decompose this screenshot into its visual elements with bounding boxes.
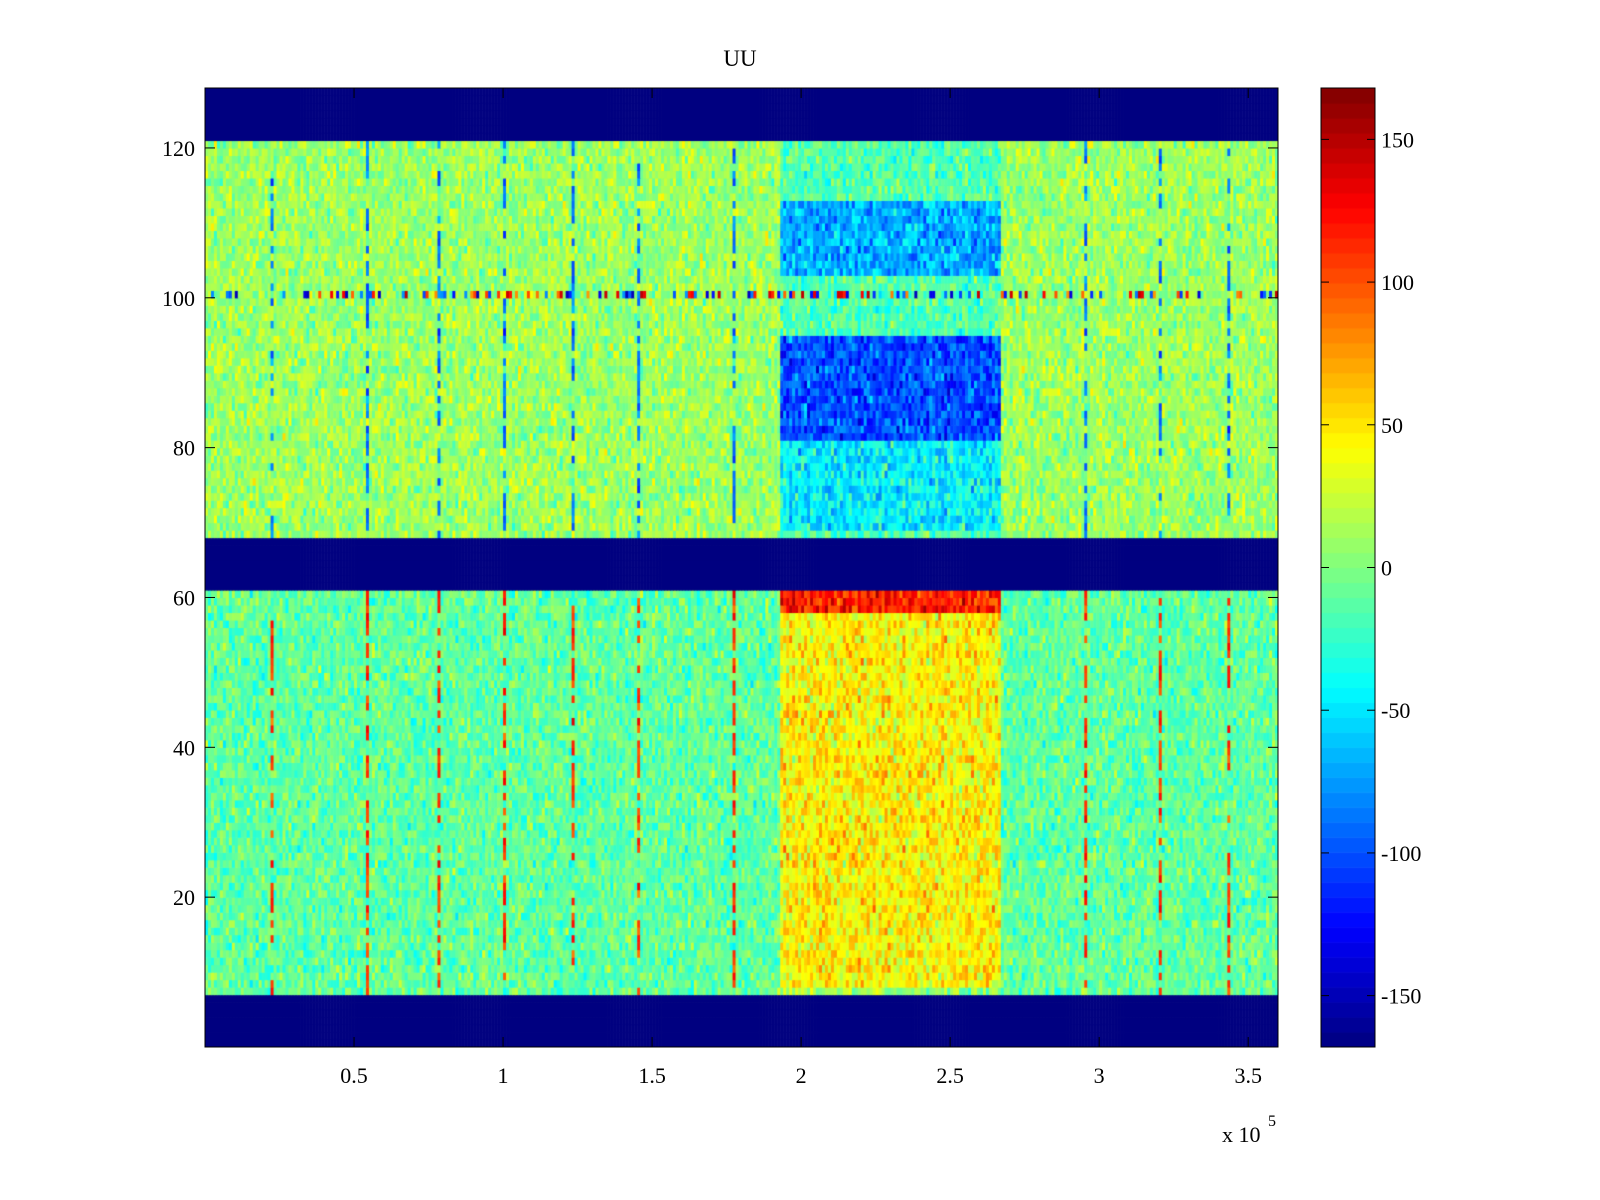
colorbar-tick-label: 100	[1381, 270, 1414, 295]
y-tick-label: 100	[162, 286, 195, 311]
colorbar-tick-label: -150	[1381, 984, 1421, 1009]
colorbar-axis: -150 -100 -50 0 50 100 150	[1321, 127, 1421, 1009]
y-tick-label: 20	[173, 885, 195, 910]
plot-axes: 0.5 1 1.5 2 2.5 3 3.5 20 40 60 80 100 120	[162, 88, 1278, 1088]
x-exponent-power: 5	[1268, 1113, 1276, 1130]
colorbar-tick-label: -100	[1381, 841, 1421, 866]
y-tick-label: 120	[162, 136, 195, 161]
colorbar-frame	[1320, 87, 1376, 1048]
colorbar-raster-holder	[1321, 88, 1375, 1047]
colorbar-raster	[1321, 88, 1375, 1047]
x-tick-label: 0.5	[340, 1063, 368, 1088]
x-tick-label: 3	[1094, 1063, 1105, 1088]
y-tick-label: 40	[173, 735, 195, 760]
heatmap-raster	[205, 88, 1278, 1047]
colorbar-tick-label: 150	[1381, 127, 1414, 152]
colorbar-tick-label: 50	[1381, 413, 1403, 438]
x-exponent-label: x 10	[1222, 1122, 1261, 1147]
x-tick-label: 2	[796, 1063, 807, 1088]
plot-frame	[204, 87, 1279, 1048]
heatmap-raster-holder	[205, 88, 1278, 1047]
colorbar-tick-label: -50	[1381, 698, 1410, 723]
x-tick-label: 3.5	[1234, 1063, 1262, 1088]
y-tick-label: 60	[173, 585, 195, 610]
x-tick-label: 1.5	[638, 1063, 666, 1088]
x-tick-label: 2.5	[936, 1063, 964, 1088]
colorbar-tick-label: 0	[1381, 556, 1392, 581]
y-tick-label: 80	[173, 436, 195, 461]
chart-title: UU	[723, 46, 757, 71]
x-tick-label: 1	[498, 1063, 509, 1088]
